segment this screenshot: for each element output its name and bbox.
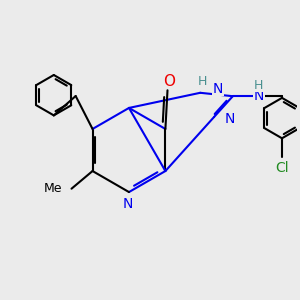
Text: N: N <box>123 197 133 211</box>
Text: H: H <box>254 79 263 92</box>
Text: O: O <box>163 74 175 88</box>
Text: Cl: Cl <box>275 161 289 175</box>
Text: H: H <box>198 74 207 88</box>
Text: N: N <box>225 112 236 126</box>
Text: N: N <box>213 82 223 96</box>
Text: Me: Me <box>44 182 62 195</box>
Text: N: N <box>254 89 264 103</box>
